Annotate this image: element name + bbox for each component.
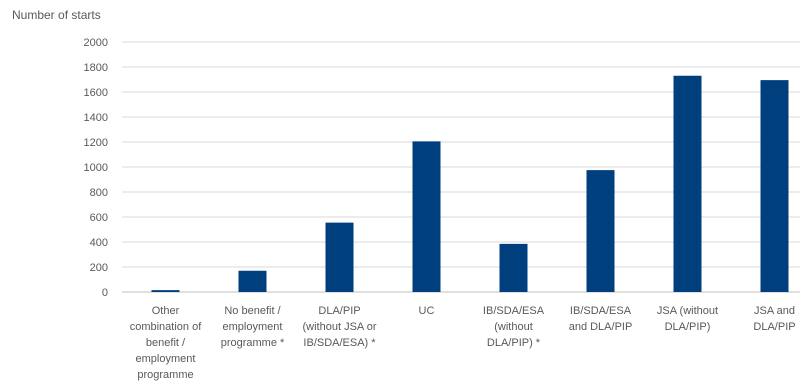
y-tick-label: 0 [102, 287, 108, 299]
y-tick-label: 1600 [84, 87, 108, 99]
x-tick-label: UC [418, 305, 435, 317]
y-tick-label: 2000 [84, 37, 108, 49]
x-tick-label: JSA and DLA/PIP [753, 305, 796, 333]
x-tick-label: IB/SDA/ESA (without DLA/PIP) * [482, 305, 545, 349]
y-axis-title: Number of starts [12, 8, 101, 22]
x-tick-label: Other combination of benefit / employmen… [129, 305, 202, 381]
y-tick-label: 400 [90, 237, 108, 249]
bar [760, 80, 789, 292]
y-tick-label: 1400 [84, 112, 108, 124]
x-tick-label: JSA (without DLA/PIP) [656, 305, 719, 333]
bar [673, 75, 702, 292]
bar [586, 170, 615, 292]
y-tick-label: 1000 [84, 162, 108, 174]
x-tick-label: No benefit / employment programme * [220, 305, 285, 349]
x-tick-label: DLA/PIP (without JSA or IB/SDA/ESA) * [302, 305, 377, 349]
bar [151, 290, 180, 292]
y-tick-label: 600 [90, 212, 108, 224]
bar [412, 141, 441, 292]
y-tick-label: 200 [90, 262, 108, 274]
y-tick-label: 800 [90, 187, 108, 199]
bar [325, 222, 354, 292]
y-tick-label: 1200 [84, 137, 108, 149]
bar [499, 243, 528, 292]
y-tick-label: 1800 [84, 62, 108, 74]
x-tick-label: IB/SDA/ESA and DLA/PIP [568, 305, 633, 333]
bar [238, 270, 267, 292]
